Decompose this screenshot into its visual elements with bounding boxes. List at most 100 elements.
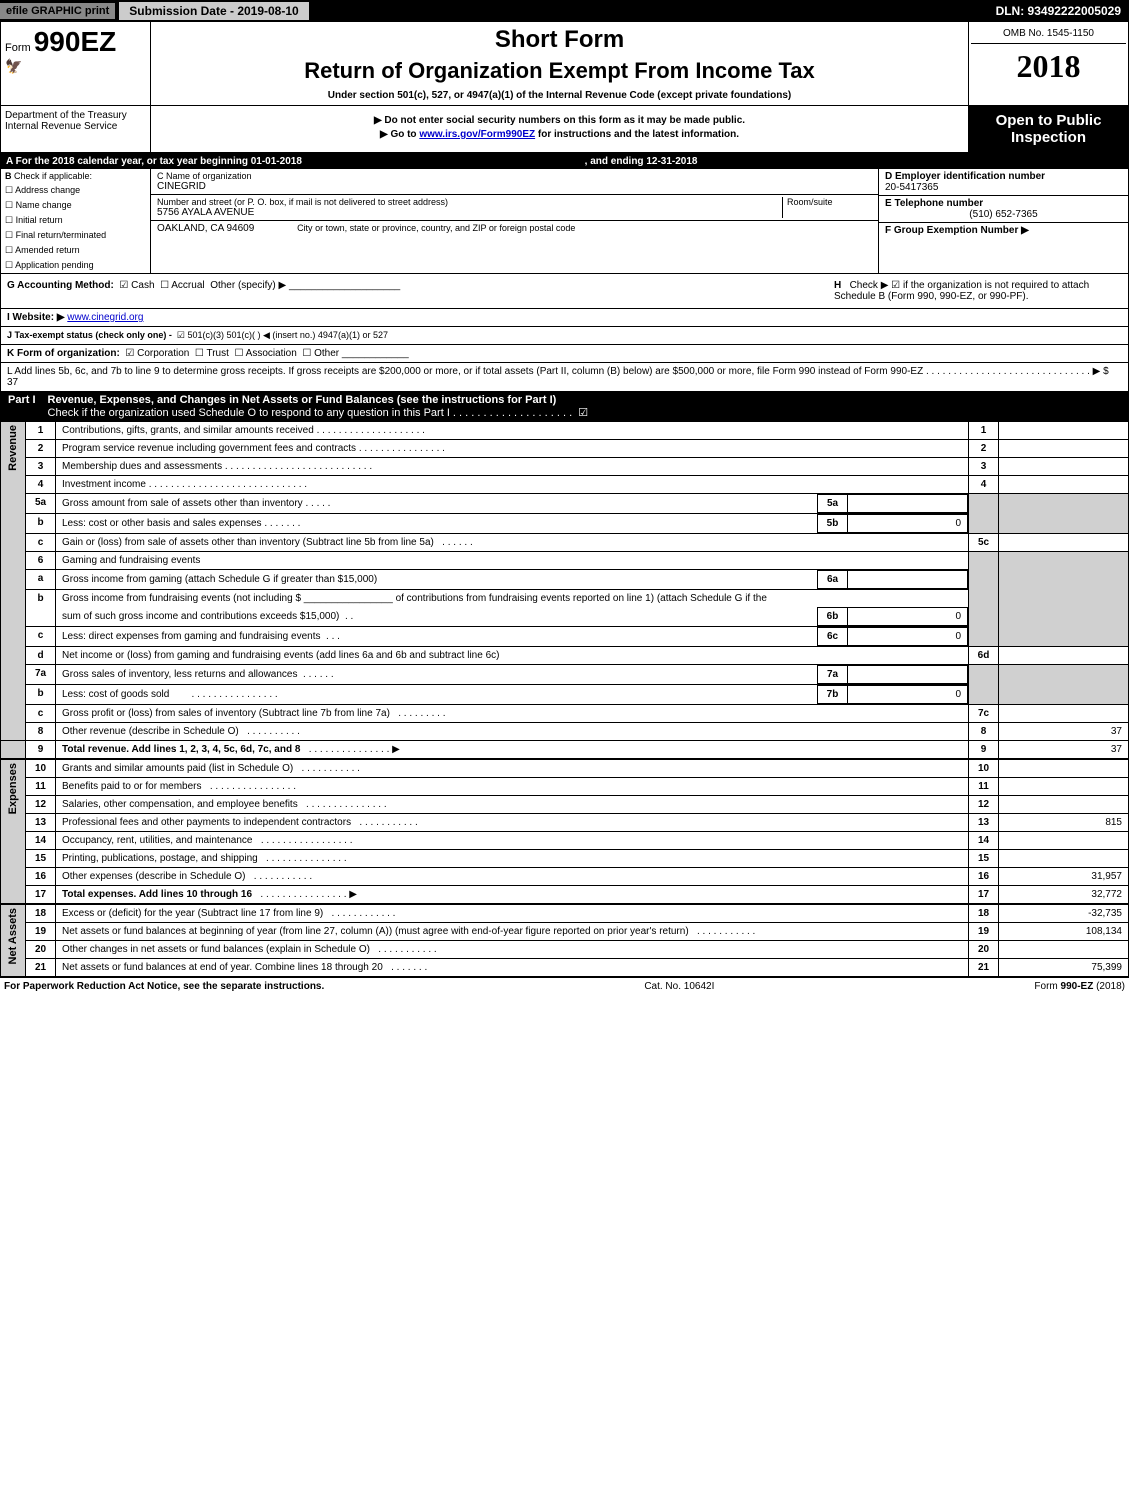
line-5c-num: c [26, 534, 56, 552]
line-a-end: , and ending 12-31-2018 [585, 156, 698, 167]
part-1-label: Part I [8, 394, 36, 419]
line-6a-num: a [26, 570, 56, 590]
line-8-num: 8 [26, 723, 56, 741]
line-18-amt: -32,735 [999, 904, 1129, 923]
form-prefix: Form [5, 42, 31, 54]
line-6d-text: Net income or (loss) from gaming and fun… [56, 647, 969, 665]
k-other[interactable]: Other [314, 348, 339, 359]
line-11-right-num: 11 [969, 778, 999, 796]
efile-print-button[interactable]: efile GRAPHIC print [0, 3, 115, 19]
line-7a-inner-amt [848, 666, 968, 684]
treasury-seal-icon: 🦅 [5, 58, 146, 75]
l-text: L Add lines 5b, 6c, and 7b to line 9 to … [7, 366, 923, 377]
address-change-checkbox[interactable]: Address change [15, 185, 80, 195]
line-5b-cell: Less: cost or other basis and sales expe… [56, 514, 969, 534]
line-7c-text: Gross profit or (loss) from sales of inv… [56, 705, 969, 723]
form-number: 990EZ [34, 26, 117, 57]
telephone-value: (510) 652-7365 [885, 209, 1122, 220]
line-2-text: Program service revenue including govern… [56, 440, 969, 458]
g-accounting-method: G Accounting Method: ☑ Cash ☐ Accrual Ot… [1, 274, 828, 308]
line-5b-inner-num: 5b [818, 515, 848, 533]
j-label: J Tax-exempt status (check only one) - [7, 330, 172, 340]
initial-return-checkbox[interactable]: Initial return [16, 215, 63, 225]
line-7c-amt [999, 705, 1129, 723]
under-section-text: Under section 501(c), 527, or 4947(a)(1)… [159, 90, 960, 101]
line-6b-inner-amt: 0 [848, 608, 968, 626]
line-2-amt [999, 440, 1129, 458]
line-21-right-num: 21 [969, 959, 999, 978]
omb-year-cell: OMB No. 1545-1150 2018 [968, 22, 1128, 105]
line-3-num: 3 [26, 458, 56, 476]
application-pending-checkbox[interactable]: Application pending [15, 260, 94, 270]
h-check: Check ▶ [850, 280, 889, 291]
line-3-amt [999, 458, 1129, 476]
k-trust[interactable]: Trust [206, 348, 228, 359]
goto-suffix: for instructions and the latest informat… [538, 129, 739, 140]
line-18-num: 18 [26, 904, 56, 923]
website-link[interactable]: www.cinegrid.org [67, 312, 143, 323]
org-name-cell: C Name of organization CINEGRID [151, 169, 878, 195]
line-6c-num: c [26, 627, 56, 647]
line-14-right-num: 14 [969, 832, 999, 850]
line-7c-num: c [26, 705, 56, 723]
line-12-right-num: 12 [969, 796, 999, 814]
line-8-right-num: 8 [969, 723, 999, 741]
line-6-num: 6 [26, 552, 56, 570]
line-4-num: 4 [26, 476, 56, 494]
line-1-text: Contributions, gifts, grants, and simila… [56, 422, 969, 440]
city-label: City or town, state or province, country… [297, 223, 575, 233]
revenue-side-spacer [1, 741, 26, 760]
line-5c-right-num: 5c [969, 534, 999, 552]
line-10-right-num: 10 [969, 759, 999, 778]
line-4-text: Investment income . . . . . . . . . . . … [56, 476, 969, 494]
net-assets-side-label: Net Assets [1, 904, 26, 977]
line-16-num: 16 [26, 868, 56, 886]
line-10-num: 10 [26, 759, 56, 778]
name-change-checkbox[interactable]: Name change [16, 200, 72, 210]
line-14-num: 14 [26, 832, 56, 850]
street-cell: Number and street (or P. O. box, if mail… [151, 195, 878, 221]
final-return-checkbox[interactable]: Final return/terminated [16, 230, 107, 240]
i-website-row: I Website: ▶ www.cinegrid.org [0, 309, 1129, 327]
line-1-num: 1 [26, 422, 56, 440]
g-accrual[interactable]: Accrual [171, 280, 204, 291]
f-label: F Group Exemption Number ▶ [885, 225, 1029, 236]
g-other[interactable]: Other (specify) ▶ [210, 280, 286, 291]
g-h-row: G Accounting Method: ☑ Cash ☐ Accrual Ot… [0, 274, 1129, 309]
j-options[interactable]: 501(c)(3) 501(c)( ) ◀ (insert no.) 4947(… [187, 330, 388, 340]
page-footer: For Paperwork Reduction Act Notice, see … [0, 978, 1129, 995]
short-form-title: Short Form [159, 26, 960, 54]
d-label: D Employer identification number [885, 171, 1045, 182]
line-16-text: Other expenses (describe in Schedule O) … [56, 868, 969, 886]
line-12-amt [999, 796, 1129, 814]
line-2-right-num: 2 [969, 440, 999, 458]
group-exemption-cell: F Group Exemption Number ▶ [879, 223, 1128, 243]
k-corporation[interactable]: Corporation [137, 348, 189, 359]
line-9-num: 9 [26, 741, 56, 760]
line-19-text: Net assets or fund balances at beginning… [56, 923, 969, 941]
line-9-right-num: 9 [969, 741, 999, 760]
irs-form-link[interactable]: www.irs.gov/Form990EZ [419, 129, 535, 140]
k-association[interactable]: Association [246, 348, 297, 359]
line-6c-inner-num: 6c [818, 628, 848, 646]
g-label: G Accounting Method: [7, 280, 114, 291]
section-b-block: B Check if applicable: ☐ Address change … [0, 169, 1129, 274]
telephone-cell: E Telephone number (510) 652-7365 [879, 196, 1128, 223]
city-value: OAKLAND, CA 94609 [157, 223, 254, 234]
goto-line: ▶ Go to www.irs.gov/Form990EZ for instru… [157, 129, 962, 140]
line-6c-cell: Less: direct expenses from gaming and fu… [56, 627, 969, 647]
line-16-amt: 31,957 [999, 868, 1129, 886]
line-18-text: Excess or (deficit) for the year (Subtra… [56, 904, 969, 923]
top-bar-left: efile GRAPHIC print Submission Date - 20… [0, 2, 309, 20]
g-cash[interactable]: Cash [131, 280, 154, 291]
line-6b-cell-2: sum of such gross income and contributio… [56, 607, 969, 627]
tax-year: 2018 [971, 44, 1126, 89]
b-label: B [5, 171, 12, 181]
room-suite-label: Room/suite [782, 197, 872, 218]
line-13-text: Professional fees and other payments to … [56, 814, 969, 832]
amended-return-checkbox[interactable]: Amended return [15, 245, 80, 255]
form-header: Form 990EZ 🦅 Short Form Return of Organi… [0, 22, 1129, 106]
line-18-right-num: 18 [969, 904, 999, 923]
line-10-amt [999, 759, 1129, 778]
line-7a-num: 7a [26, 665, 56, 685]
